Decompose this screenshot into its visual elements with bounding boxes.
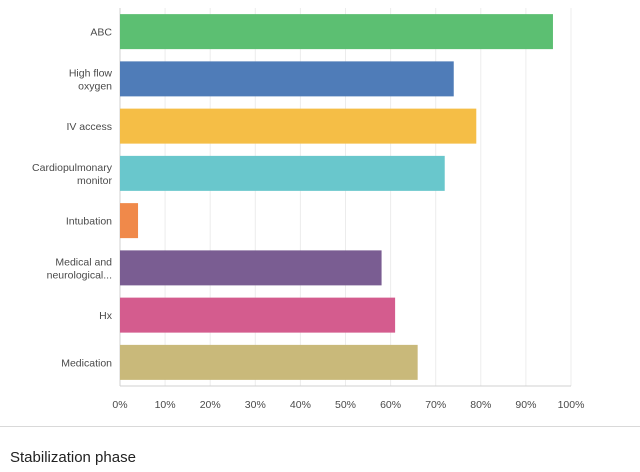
x-tick-label: 40%: [290, 399, 311, 411]
category-label-line: IV access: [66, 121, 112, 133]
x-tick-label: 0%: [112, 399, 127, 411]
category-label: ABC: [90, 27, 112, 39]
category-label-line: Intubation: [66, 216, 112, 228]
bar: [120, 203, 139, 239]
category-label-line: Hx: [99, 310, 113, 322]
bar: [120, 108, 477, 144]
x-tick-label: 100%: [558, 399, 585, 411]
bar: [120, 61, 454, 97]
category-label-line: oxygen: [78, 80, 112, 92]
x-tick-label: 30%: [245, 399, 266, 411]
category-label-line: Medication: [61, 357, 112, 369]
category-label-line: ABC: [90, 27, 112, 39]
bar: [120, 250, 382, 286]
category-label-line: High flow: [69, 67, 113, 79]
category-label: IV access: [66, 121, 112, 133]
category-label-line: Medical and: [55, 256, 112, 268]
bar: [120, 155, 445, 191]
category-label: Cardiopulmonary monitor: [32, 162, 113, 187]
divider: [0, 426, 640, 427]
x-tick-label: 80%: [470, 399, 491, 411]
bar-chart: ABC High flow oxygen IV access Cardiopulmona…: [32, 8, 585, 411]
bar: [120, 297, 396, 333]
bar: [120, 344, 418, 380]
category-label: High flow oxygen: [69, 67, 113, 92]
category-label-line: neurological...: [47, 269, 112, 281]
category-label-line: monitor: [77, 175, 113, 187]
x-tick-label: 50%: [335, 399, 356, 411]
x-tick-label: 20%: [200, 399, 221, 411]
x-tick-label: 10%: [155, 399, 176, 411]
x-tick-label: 90%: [515, 399, 536, 411]
category-label-line: Cardiopulmonary: [32, 162, 113, 174]
category-label: Medication: [61, 357, 112, 369]
x-tick-label: 70%: [425, 399, 446, 411]
x-tick-label: 60%: [380, 399, 401, 411]
category-label: Medical and neurological...: [47, 256, 113, 281]
category-label: Intubation: [66, 216, 112, 228]
bar: [120, 14, 553, 50]
chart-caption: Stabilization phase: [10, 449, 136, 466]
category-label: Hx: [99, 310, 113, 322]
